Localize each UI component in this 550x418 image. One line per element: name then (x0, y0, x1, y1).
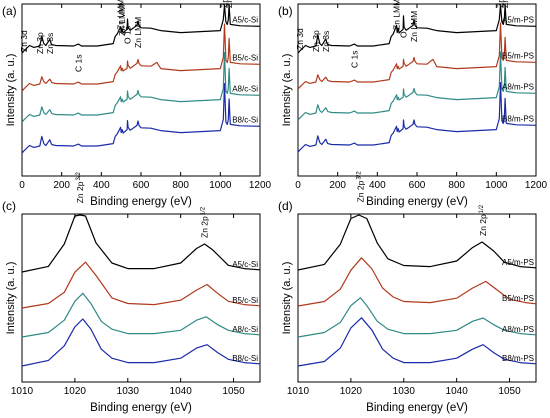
peak-annotation-zn-lmm: Zn LMM (133, 17, 143, 48)
panel-b: A5/m-PS B5/m-PS A8/m-PS B8/m-PS 0 200 400 600 80… (278, 0, 548, 208)
series-label-b8-c-si: B8/c-Si (232, 115, 258, 124)
peak-annotation-zn-2p-3-2: Zn 2p3/2 (496, 0, 506, 8)
peak-annotation-zn-3s: Zn 3s (45, 33, 55, 54)
series-line-a8-m-ps (297, 297, 537, 338)
series-label-a5-m-ps: A5/m-PS (502, 258, 534, 267)
x-tick-label: 1200 (525, 180, 548, 191)
series-line-b5-m-ps (297, 22, 537, 90)
x-tick-label: 1200 (249, 180, 272, 191)
peak-annotation-zn-2p-1-2: Zn 2p1/2 (500, 0, 510, 8)
x-tick-label: 1040 (446, 386, 469, 397)
x-tick-label: 600 (409, 180, 426, 191)
x-tick-label: 1030 (393, 386, 416, 397)
peak-annotation-zn-3d: Zn 3d (19, 30, 29, 52)
panel-d: A5/m-PS B5/m-PS A8/m-PS B8/m-PS 1010 1020 1030… (278, 171, 537, 414)
plot-frame (21, 213, 261, 383)
x-axis-label: Binding energy (eV) (90, 402, 192, 414)
x-tick-label: 600 (133, 180, 150, 191)
peak-annotation-zn-2p-1-2: Zn 2p1/2 (478, 204, 488, 236)
x-tick-label: 1000 (209, 180, 232, 191)
x-tick-label: 200 (53, 180, 70, 191)
peak-annotation-o: O (399, 31, 409, 38)
y-axis-label: Intensity (a. u.) (281, 262, 293, 335)
panel-a: A5/c-Si B5/c-Si A8/c-Si B8/c-Si 0 200 400 600 80… (2, 0, 272, 208)
x-tick-label: 800 (172, 180, 189, 191)
peak-annotation-zn-lmm: Zn LMM (116, 0, 126, 30)
x-tick-label: 0 (295, 180, 301, 191)
peak-annotation-zn-2p-3-2: Zn 2p3/2 (355, 171, 365, 203)
panel-label: (c) (2, 199, 16, 213)
x-tick-label: 400 (369, 180, 386, 191)
series-line-a8-c-si (21, 292, 261, 338)
peak-annotation-zn-3p: Zn 3p (35, 32, 45, 54)
series-line-b8-m-ps (297, 82, 537, 153)
x-tick-label: 0 (19, 180, 25, 191)
panel-label: (b) (278, 4, 293, 18)
x-tick-label: 1030 (117, 386, 140, 397)
series-line-a5-c-si (21, 214, 261, 273)
x-tick-label: 1050 (498, 386, 521, 397)
peak-annotation-zn-3p: Zn 3p (311, 30, 321, 52)
x-tick-label: 800 (448, 180, 465, 191)
series-label-a8-c-si: A8/c-Si (232, 84, 258, 93)
series-label-b8-m-ps: B8/m-PS (502, 354, 534, 363)
x-tick-label: 1050 (222, 386, 245, 397)
peak-annotation-c-1s: C 1s (74, 55, 84, 72)
series-line-a5-m-ps (297, 4, 537, 54)
peak-annotation-zn-lmm: Zn LMM (409, 11, 419, 42)
x-tick-label: 1000 (485, 180, 508, 191)
panel-c: A5/c-Si B5/c-Si A8/c-Si B8/c-Si 1010 1020 1030… (2, 172, 261, 414)
peak-annotation-zn-2p-1-2: Zn 2p1/2 (224, 0, 234, 8)
plot-frame (297, 213, 537, 383)
series-line-a8-c-si (21, 52, 261, 123)
x-tick-label: 1040 (170, 386, 193, 397)
series-label-b5-m-ps: B5/m-PS (502, 294, 534, 303)
x-tick-label: 1020 (64, 386, 87, 397)
series-line-b5-c-si (21, 261, 261, 309)
series-label-b5-c-si: B5/c-Si (232, 296, 258, 305)
x-axis-label: Binding energy (eV) (366, 402, 468, 414)
series-label-b8-c-si: B8/c-Si (232, 354, 258, 363)
peak-annotation-zn-2p-3-2: Zn 2p3/2 (220, 0, 230, 8)
series-line-a8-m-ps (297, 51, 537, 121)
x-tick-label: 1020 (340, 386, 363, 397)
series-label-b8-m-ps: B8/m-PS (502, 114, 534, 123)
peak-annotation-o-1s: O 1s (123, 26, 133, 44)
x-tick-label: 400 (93, 180, 110, 191)
peak-annotation-zn-lmm: Zn LMM (117, 5, 127, 36)
series-line-b5-c-si (21, 23, 261, 92)
series-label-b5-c-si: B5/c-Si (232, 53, 258, 62)
series-label-a8-c-si: A8/c-Si (232, 325, 258, 334)
peak-annotation-zn-3s: Zn 3s (321, 31, 331, 52)
series-line-b5-m-ps (297, 257, 537, 307)
x-axis-label: Binding energy (eV) (366, 196, 468, 208)
peak-annotation-zn-2p-3-2: Zn 2p3/2 (75, 172, 85, 204)
series-label-a8-m-ps: A8/m-PS (502, 82, 534, 91)
series-label-b5-m-ps: B5/m-PS (502, 51, 534, 60)
series-label-a5-c-si: A5/c-Si (232, 260, 258, 269)
y-axis-label: Intensity (a. u.) (281, 54, 293, 127)
peak-annotation-zn-2p-1-2: Zn 2p1/2 (200, 206, 210, 238)
series-line-b8-c-si (21, 318, 261, 367)
x-tick-label: 1010 (287, 386, 310, 397)
series-line-a5-c-si (21, 4, 261, 54)
y-axis-label: Intensity (a. u.) (5, 54, 17, 127)
series-label-a5-c-si: A5/c-Si (232, 15, 258, 24)
series-line-b8-m-ps (297, 317, 537, 367)
panel-label: (d) (278, 199, 293, 213)
series-label-a5-m-ps: A5/m-PS (502, 15, 534, 24)
x-tick-label: 200 (329, 180, 346, 191)
x-tick-label: 1010 (11, 386, 34, 397)
x-axis-label: Binding energy (eV) (90, 196, 192, 208)
y-axis-label: Intensity (a. u.) (5, 262, 17, 335)
peak-annotation-zn-3d: Zn 3d (295, 28, 305, 50)
panel-label: (a) (2, 4, 17, 18)
peak-annotation-zn-lmm: Zn LMM (392, 0, 402, 30)
series-label-a8-m-ps: A8/m-PS (502, 325, 534, 334)
series-line-a5-m-ps (297, 214, 537, 271)
series-line-b8-c-si (21, 83, 261, 154)
peak-annotation-c-1s: C 1s (350, 51, 360, 68)
